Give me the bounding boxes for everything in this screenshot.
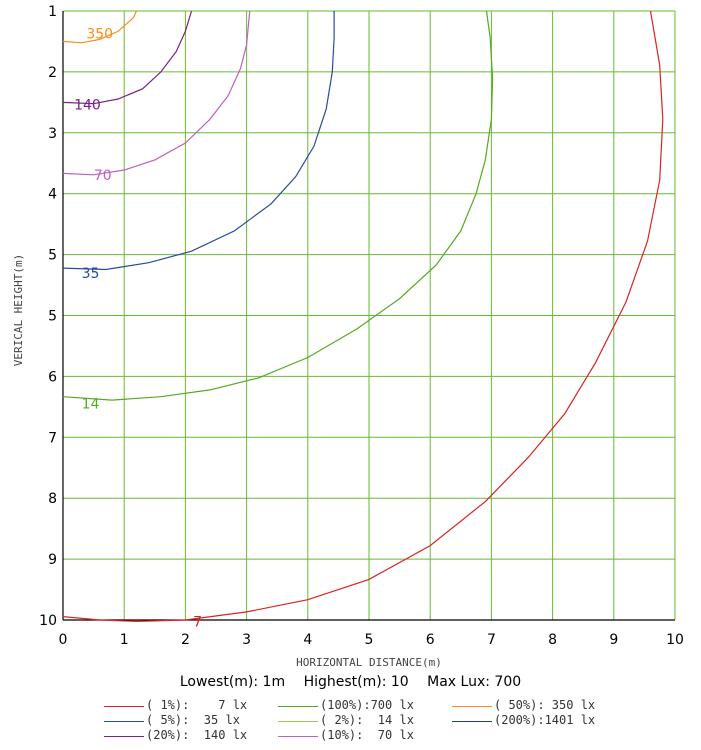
legend-row: ( 5%): 35 lx ( 2%): 14 lx (200%):1401 lx <box>104 713 664 728</box>
legend-swatch <box>104 721 144 722</box>
y-tick-label: 9 <box>48 552 57 568</box>
contour-labels: 350 140 70 35 14 7 <box>74 26 202 630</box>
contour-line-350 <box>62 10 137 44</box>
legend-entry: ( 5%): 35 lx <box>104 713 278 728</box>
legend: ( 1%): 7 lx (100%):700 lx( 50%): 350 lx( … <box>104 698 664 743</box>
contour-label-7: 7 <box>193 614 202 630</box>
legend-entry: ( 1%): 7 lx <box>104 698 278 713</box>
legend-row: ( 1%): 7 lx (100%):700 lx ( 50%): 350 lx <box>104 698 664 713</box>
contour-line-7 <box>62 10 664 623</box>
legend-swatch <box>278 706 318 707</box>
y-tick-label: 4 <box>48 187 57 203</box>
y-tick-labels: 1 2 3 4 5 5 6 7 8 9 10 <box>39 4 57 629</box>
y-tick-label: 8 <box>48 491 57 507</box>
legend-entry: (200%):1401 lx <box>452 713 626 728</box>
legend-text: (10%): 70 lx <box>320 728 414 742</box>
contour-line-14 <box>62 10 494 401</box>
legend-swatch <box>452 721 492 722</box>
legend-entry: (10%): 70 lx <box>278 728 452 743</box>
contour-label-70: 70 <box>94 168 112 184</box>
y-tick-label: 1 <box>48 4 57 20</box>
legend-entry: (20%): 140 lx <box>104 728 278 743</box>
legend-swatch <box>104 706 144 707</box>
contour-label-35: 35 <box>82 266 100 282</box>
legend-swatch <box>278 721 318 722</box>
x-tick-label: 1 <box>120 632 129 648</box>
legend-text: ( 1%): 7 lx <box>146 698 248 712</box>
x-tick-label: 7 <box>487 632 496 648</box>
legend-entry: ( 50%): 350 lx <box>452 698 626 713</box>
grid <box>62 10 676 621</box>
x-tick-label: 2 <box>181 632 190 648</box>
lowest-height: Lowest(m): 1m <box>179 674 286 690</box>
legend-text: ( 5%): 35 lx <box>146 713 240 727</box>
contour-line-70 <box>62 10 251 176</box>
x-axis-label: HORIZONTAL DISTANCE(m) <box>296 656 442 669</box>
highest-height: Highest(m): 10 <box>303 674 409 690</box>
x-tick-label: 3 <box>242 632 251 648</box>
x-tick-label: 4 <box>303 632 312 648</box>
x-tick-label: 6 <box>426 632 435 648</box>
legend-swatch <box>278 736 318 737</box>
x-tick-label: 10 <box>666 632 684 648</box>
y-tick-label: 5 <box>48 309 57 325</box>
legend-swatch <box>104 736 144 737</box>
x-tick-label: 5 <box>365 632 374 648</box>
legend-text: ( 2%): 14 lx <box>320 713 414 727</box>
legend-entry: ( 2%): 14 lx <box>278 713 452 728</box>
summary-line: Lowest(m): 1m Highest(m): 10 Max Lux: 70… <box>0 674 701 690</box>
x-tick-label: 9 <box>609 632 618 648</box>
contour-line-35 <box>62 11 335 271</box>
legend-text: (20%): 140 lx <box>146 728 248 742</box>
contour-label-140: 140 <box>74 97 101 113</box>
contour-curves <box>62 10 664 623</box>
legend-text: (100%):700 lx <box>320 698 414 712</box>
contour-line-140 <box>62 10 193 105</box>
x-tick-label: 0 <box>59 632 68 648</box>
y-tick-label: 6 <box>48 369 57 385</box>
y-tick-label: 2 <box>48 65 57 81</box>
legend-text: ( 50%): 350 lx <box>494 698 596 712</box>
y-tick-label: 10 <box>39 613 57 629</box>
y-axis-label: VERICAL HEIGHT(m) <box>12 254 25 367</box>
y-tick-label: 3 <box>48 126 57 142</box>
contour-label-350: 350 <box>86 26 113 42</box>
legend-swatch <box>452 706 492 707</box>
y-tick-label: 5 <box>48 248 57 264</box>
max-lux: Max Lux: 700 <box>427 674 522 690</box>
legend-entry: (100%):700 lx <box>278 698 452 713</box>
x-tick-labels: 0 1 2 3 4 5 6 7 8 9 10 <box>59 632 684 648</box>
x-tick-label: 8 <box>548 632 557 648</box>
y-tick-label: 7 <box>48 430 57 446</box>
legend-row: (20%): 140 lx (10%): 70 lx <box>104 728 664 743</box>
contour-label-14: 14 <box>82 396 100 412</box>
legend-text: (200%):1401 lx <box>494 713 596 727</box>
